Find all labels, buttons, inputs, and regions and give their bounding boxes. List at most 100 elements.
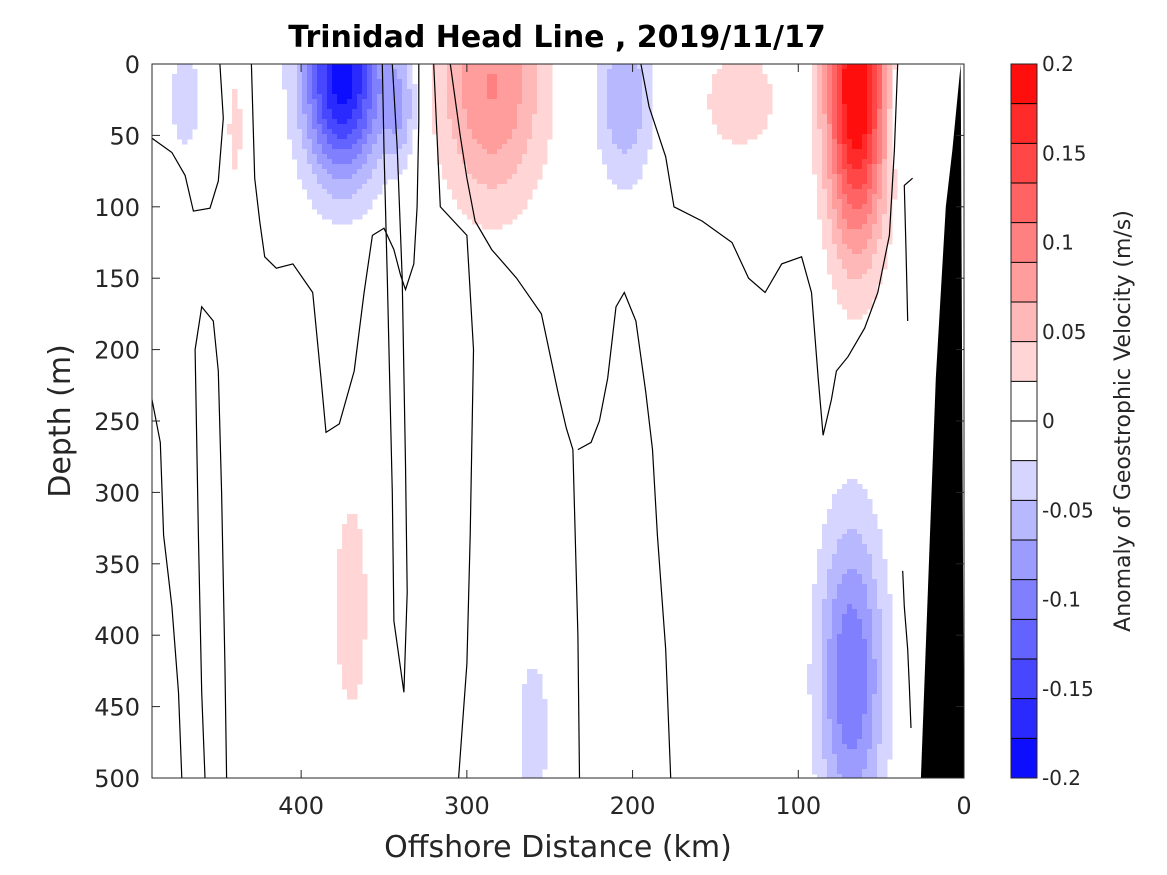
velocity-cell xyxy=(827,579,833,585)
velocity-cell xyxy=(872,129,878,135)
velocity-cell xyxy=(332,64,338,70)
zero-contour-line xyxy=(640,64,899,436)
velocity-cell xyxy=(377,94,383,100)
velocity-cell xyxy=(347,144,353,150)
velocity-cell xyxy=(357,149,363,155)
velocity-cell xyxy=(317,129,323,135)
velocity-cell xyxy=(602,149,608,155)
velocity-cell xyxy=(537,729,543,735)
velocity-cell xyxy=(542,724,548,730)
velocity-cell xyxy=(352,679,358,685)
velocity-cell xyxy=(822,179,828,185)
velocity-cell xyxy=(187,94,193,100)
velocity-cell xyxy=(647,134,653,140)
velocity-cell xyxy=(862,94,868,100)
velocity-cell xyxy=(372,189,378,195)
velocity-cell xyxy=(732,99,738,105)
velocity-cell xyxy=(337,624,343,630)
velocity-cell xyxy=(302,129,308,135)
velocity-cell xyxy=(822,554,828,560)
velocity-cell xyxy=(812,619,818,625)
velocity-cell xyxy=(877,74,883,80)
velocity-cell xyxy=(612,119,618,125)
velocity-cell xyxy=(812,644,818,650)
velocity-cell xyxy=(712,114,718,120)
velocity-cell xyxy=(377,119,383,125)
velocity-cell xyxy=(292,144,298,150)
velocity-cell xyxy=(642,154,648,160)
velocity-cell xyxy=(332,124,338,130)
velocity-cell xyxy=(332,204,338,210)
velocity-cell xyxy=(232,139,238,145)
velocity-cell xyxy=(857,314,863,320)
velocity-cell xyxy=(192,119,198,125)
velocity-cell xyxy=(837,169,843,175)
velocity-cell xyxy=(182,89,188,95)
velocity-cell xyxy=(882,679,888,685)
velocity-cell xyxy=(877,179,883,185)
velocity-cell xyxy=(842,234,848,240)
velocity-cell xyxy=(287,129,293,135)
velocity-cell xyxy=(877,599,883,605)
velocity-cell xyxy=(532,679,538,685)
velocity-cell xyxy=(872,524,878,530)
velocity-cell xyxy=(842,119,848,125)
velocity-cell xyxy=(527,719,533,725)
velocity-cell xyxy=(882,259,888,265)
velocity-cell xyxy=(842,89,848,95)
velocity-cell xyxy=(847,539,853,545)
velocity-cell xyxy=(857,249,863,255)
velocity-cell xyxy=(832,594,838,600)
velocity-cell xyxy=(732,64,738,70)
velocity-cell xyxy=(817,164,823,170)
velocity-cell xyxy=(362,159,368,165)
velocity-cell xyxy=(532,69,538,75)
velocity-cell xyxy=(332,159,338,165)
velocity-cell xyxy=(527,684,533,690)
velocity-cell xyxy=(882,609,888,615)
velocity-cell xyxy=(327,214,333,220)
velocity-cell xyxy=(887,74,893,80)
velocity-cell xyxy=(497,194,503,200)
velocity-cell xyxy=(462,204,468,210)
velocity-cell xyxy=(732,74,738,80)
velocity-cell xyxy=(437,139,443,145)
velocity-cell xyxy=(832,239,838,245)
velocity-cell xyxy=(737,69,743,75)
velocity-cell xyxy=(822,709,828,715)
velocity-cell xyxy=(172,114,178,120)
velocity-cell xyxy=(722,104,728,110)
velocity-cell xyxy=(522,194,528,200)
velocity-cell xyxy=(472,104,478,110)
velocity-cell xyxy=(842,774,848,778)
velocity-cell xyxy=(327,174,333,180)
velocity-cell xyxy=(307,114,313,120)
velocity-cell xyxy=(887,749,893,755)
zero-contour-line xyxy=(194,305,228,778)
velocity-cell xyxy=(622,174,628,180)
velocity-cell xyxy=(857,499,863,505)
velocity-cell xyxy=(862,609,868,615)
velocity-cell xyxy=(517,194,523,200)
velocity-cell xyxy=(347,209,353,215)
velocity-cell xyxy=(482,74,488,80)
velocity-cell xyxy=(822,209,828,215)
zero-contour-line xyxy=(577,291,672,778)
velocity-cell xyxy=(872,229,878,235)
velocity-cell xyxy=(347,604,353,610)
velocity-cell xyxy=(877,209,883,215)
velocity-cell xyxy=(537,164,543,170)
colorbar-tick-label: 0.05 xyxy=(1042,320,1087,344)
velocity-cell xyxy=(187,114,193,120)
velocity-cell xyxy=(452,114,458,120)
velocity-cell xyxy=(887,164,893,170)
velocity-cell xyxy=(312,124,318,130)
velocity-cell xyxy=(887,99,893,105)
velocity-cell xyxy=(882,564,888,570)
velocity-cell xyxy=(822,664,828,670)
velocity-cell xyxy=(342,174,348,180)
velocity-cell xyxy=(827,209,833,215)
velocity-cell xyxy=(457,64,463,70)
velocity-cell xyxy=(867,604,873,610)
velocity-cell xyxy=(862,89,868,95)
